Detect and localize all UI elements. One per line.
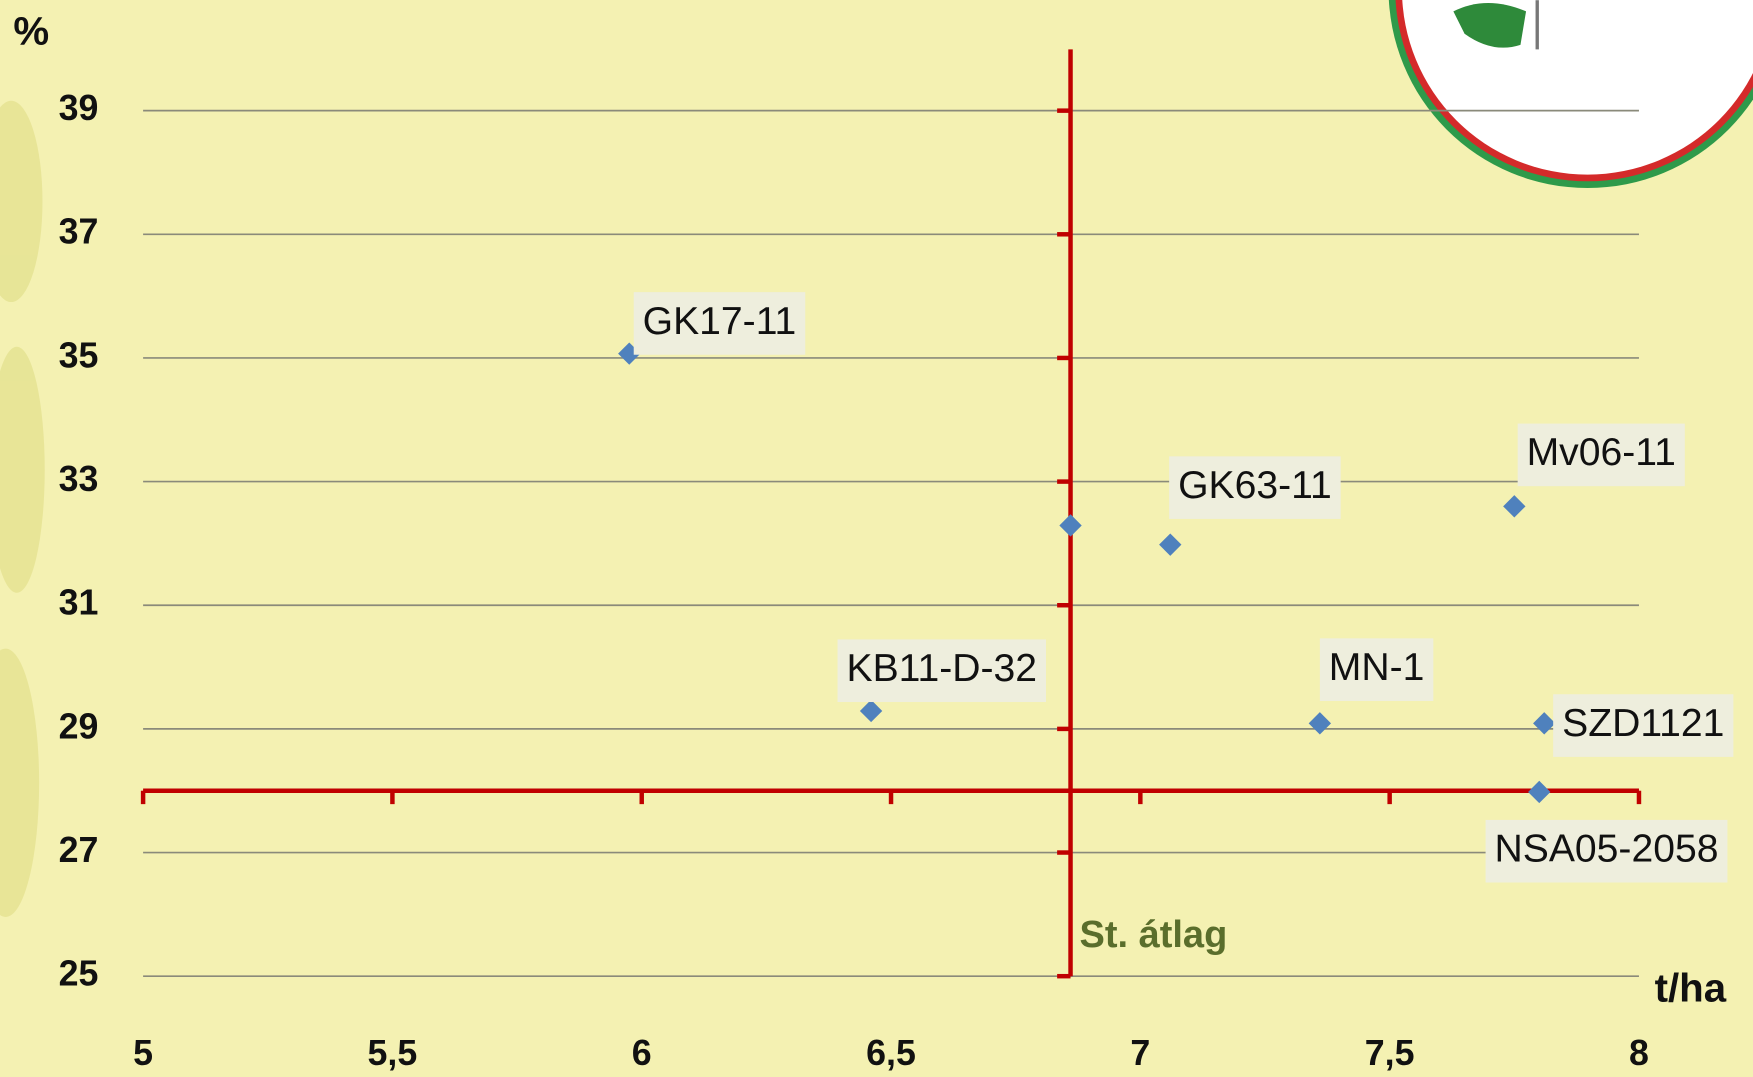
reference-label: St. átlag [1079, 914, 1227, 956]
point [1059, 514, 1082, 537]
background-decoration [0, 100, 45, 917]
y-tick-label: 39 [59, 88, 99, 128]
y-axis-label: % [13, 8, 49, 53]
point [1159, 533, 1182, 556]
label-background [837, 639, 1046, 703]
point-label: GK63-11 [1178, 464, 1332, 507]
label-background [1517, 423, 1685, 487]
label-background [1319, 638, 1434, 701]
logo [1388, 0, 1753, 188]
label-background [633, 292, 806, 355]
point-label: SZD1121 [1562, 702, 1724, 745]
point [1308, 712, 1332, 735]
x-axis-label: t/ha [1655, 965, 1727, 1010]
point-label: NSA05-2058 [1495, 828, 1719, 871]
y-tick-label: 27 [59, 830, 99, 870]
point-label: MN-1 [1329, 646, 1425, 689]
x-tick-label: 8 [1629, 1033, 1649, 1073]
x-tick-label: 7,5 [1365, 1033, 1415, 1073]
label-background [1553, 694, 1734, 757]
y-tick-label: 31 [59, 583, 99, 623]
y-tick-label: 37 [59, 212, 99, 252]
y-tick-label: 35 [59, 335, 99, 375]
point [1528, 780, 1551, 804]
x-tick-label: 7 [1130, 1033, 1150, 1073]
plot-area: 25 27 29 31 33 35 37 39 5 5,5 6 6,5 7 7,5 8 St. átlag GK… [59, 49, 1734, 1073]
point-label: GK17-11 [643, 300, 797, 343]
y-tick-label: 33 [59, 459, 99, 499]
point-label: Mv06-11 [1527, 431, 1676, 474]
point [1503, 495, 1526, 518]
point [859, 699, 883, 723]
x-tick-label: 5,5 [368, 1033, 418, 1073]
y-tick-label: 25 [59, 954, 99, 994]
point-label: KB11-D-32 [846, 647, 1037, 690]
label-background [1169, 456, 1341, 519]
label-background [1485, 819, 1728, 883]
x-tick-label: 5 [133, 1033, 153, 1073]
point [1533, 712, 1556, 735]
x-tick-label: 6 [632, 1033, 652, 1073]
x-tick-label: 6,5 [866, 1033, 916, 1073]
y-tick-label: 29 [59, 706, 99, 746]
